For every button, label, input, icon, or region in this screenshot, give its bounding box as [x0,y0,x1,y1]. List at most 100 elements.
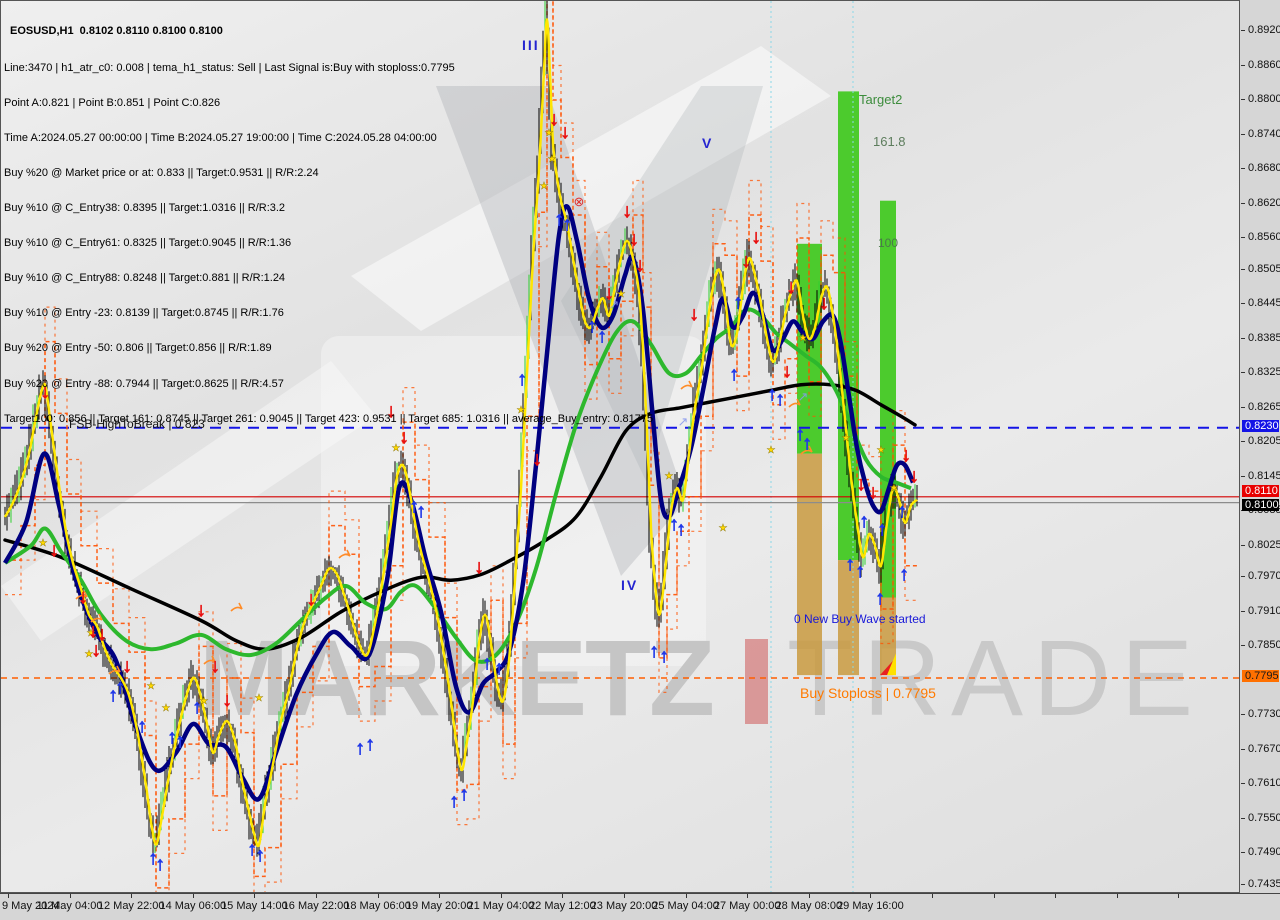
price-tick-label: 0.7670 [1248,742,1280,755]
price-tick-mark [1241,372,1245,374]
time-tick-label: 28 May 08:00 [775,900,843,912]
svg-text:★: ★ [85,649,94,660]
svg-text:⊗: ⊗ [574,194,585,209]
svg-text:↓: ↓ [210,656,220,677]
time-tick-mark [8,894,9,898]
svg-text:↗: ↗ [678,414,689,429]
svg-text:↓: ↓ [474,557,484,578]
price-tick-label: 0.8325 [1248,366,1280,379]
price-tick-mark [1241,133,1245,135]
price-tick-label: 0.8860 [1248,58,1280,71]
svg-text:↑: ↑ [167,727,177,748]
svg-text:↑: ↑ [669,514,679,535]
time-tick-mark [1178,894,1180,898]
svg-text:↑: ↑ [409,496,419,517]
svg-text:↓: ↓ [604,283,614,304]
time-tick-mark [192,894,194,898]
svg-text:↑: ↑ [192,697,202,718]
broker-logo-watermark [1,46,831,666]
price-axis[interactable]: 0.8920 0.8860 0.8800 0.8740 0.8680 0.8620 0.85… [1241,0,1280,893]
time-axis[interactable]: 9 May 2024 11 May 04:00 12 May 22:00 14 May… [0,893,1280,920]
time-tick-label: 22 May 12:00 [529,900,596,912]
svg-text:↓: ↓ [786,277,796,298]
svg-text:↓: ↓ [909,466,919,487]
time-tick-mark [685,894,687,898]
svg-text:↑: ↑ [875,588,885,609]
price-tick-mark [1241,783,1245,785]
price-tick-mark [1241,303,1245,305]
time-tick-mark [131,894,133,898]
svg-text:↓: ↓ [622,201,632,222]
svg-text:↑: ↑ [554,209,564,230]
svg-text:↓: ↓ [629,229,639,250]
price-tick-label: 0.8620 [1248,196,1280,209]
price-tick-mark [1241,576,1245,578]
price-tick-label: 0.8385 [1248,331,1280,344]
price-tick-mark [1241,237,1245,238]
svg-text:★: ★ [799,333,808,344]
svg-text:★: ★ [719,523,728,534]
price-tick-mark [1241,475,1245,477]
svg-text:↑: ↑ [802,433,812,454]
svg-text:↓: ↓ [741,251,751,272]
time-tick-label: 23 May 20:00 [590,900,658,912]
time-tick-mark [377,894,379,898]
svg-text:↓: ↓ [901,445,911,466]
svg-text:↑: ↑ [733,292,743,313]
svg-text:↑: ↑ [795,424,805,445]
price-level-badge: 0.8230 [1242,419,1279,432]
time-tick-label: 12 May 22:00 [97,900,165,912]
svg-text:↑: ↑ [855,561,865,582]
svg-text:★: ★ [255,693,264,704]
time-tick-mark [500,894,502,898]
time-tick-mark [870,894,872,898]
svg-text:↑: ↑ [449,791,459,812]
price-tick-label: 0.7490 [1248,846,1280,859]
svg-text:↑: ↑ [482,653,492,674]
svg-text:↓: ↓ [819,293,829,314]
svg-text:↓: ↓ [399,427,409,448]
svg-text:↑: ↑ [859,511,869,532]
svg-text:↓: ↓ [222,690,232,711]
svg-text:↓: ↓ [306,589,316,610]
price-tick-label: 0.8920 [1248,24,1280,36]
price-tick-mark [1241,268,1245,270]
time-tick-label: 18 May 06:00 [344,900,411,912]
svg-text:↓: ↓ [97,624,107,645]
price-tick-mark [1241,99,1245,100]
svg-text:★: ★ [890,483,899,494]
time-tick-label: 16 May 22:00 [282,900,350,912]
svg-text:↓: ↓ [868,482,878,503]
chart-plot-area[interactable]: MARKETZ TRADE ↗ ↗ ↗ ⊗ ★ ★ ★ ★ ★ ★ ★ ★ ★ ★ ★ ★ ★ ★ ★ ★ ★ ★ ★ ★ ↓ ↓… [0,0,1240,893]
time-tick-mark [808,894,810,898]
svg-text:↑: ↑ [115,677,125,698]
price-chart-canvas[interactable]: ↗↗↗⊗★★★★★★ ★★★★★★★★★★★★★★↓↓↓↓ ↓↓↓↓↓↓↓↓↓↓↓↓… [1,1,1240,893]
svg-text:↓: ↓ [91,640,101,661]
price-tick-mark [1241,30,1245,31]
svg-text:↑: ↑ [767,384,777,405]
svg-text:★: ★ [548,154,557,165]
time-tick-mark [624,894,625,898]
price-tick-mark [1241,406,1245,408]
svg-text:↑: ↑ [247,839,257,860]
price-tick-label: 0.8025 [1248,538,1280,551]
svg-text:↓: ↓ [782,361,792,382]
svg-text:↓: ↓ [549,109,559,130]
price-tick-mark [1241,168,1245,169]
time-tick-mark [993,894,995,898]
price-tick-label: 0.7910 [1248,604,1280,617]
price-tick-mark [1241,202,1245,204]
price-tick-label: 0.8560 [1248,231,1280,243]
price-tick-mark [1241,337,1245,339]
svg-text:↑: ↑ [877,519,887,540]
svg-text:↑: ↑ [562,214,572,235]
time-tick-label: 15 May 14:00 [221,900,288,912]
price-tick-label: 0.8445 [1248,297,1280,310]
svg-text:↓: ↓ [532,449,542,470]
price-tick-mark [1241,610,1245,612]
time-tick-mark [562,894,564,898]
svg-text:↑: ↑ [659,646,669,667]
price-tick-mark [1241,852,1245,854]
price-tick-label: 0.7970 [1248,570,1280,583]
